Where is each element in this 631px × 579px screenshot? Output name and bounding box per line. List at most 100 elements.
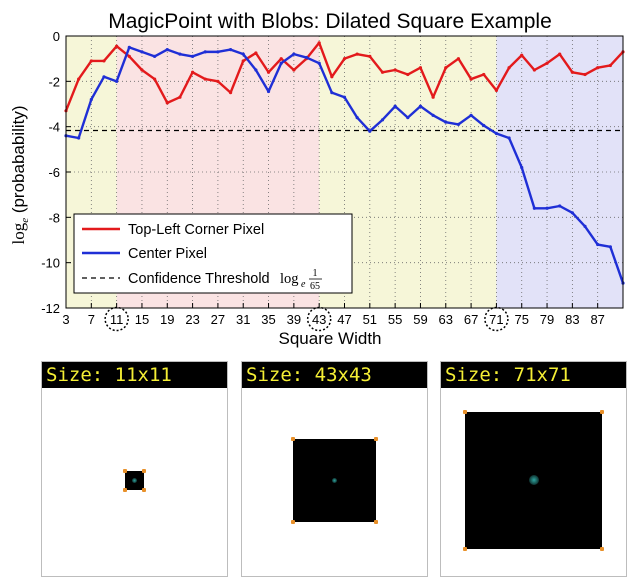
- x-tick-label-16: 67: [464, 312, 478, 327]
- series-1-point-39: [558, 204, 562, 208]
- series-1-point-2: [89, 97, 93, 102]
- y-tick-label-3: -6: [48, 165, 60, 180]
- series-1-point-27: [406, 116, 410, 120]
- legend-label-corner: Top-Left Corner Pixel: [128, 222, 264, 238]
- series-0-point-37: [532, 68, 536, 72]
- legend-label-threshold: Confidence Threshold: [128, 271, 270, 287]
- corner-keypoint: [142, 468, 146, 473]
- series-1-point-4: [115, 79, 119, 83]
- series-0-point-38: [545, 61, 549, 65]
- center-response: [528, 475, 539, 485]
- example-panel-medium: Size: 43x43: [241, 361, 428, 577]
- series-0-point-28: [418, 66, 423, 70]
- panel-canvas: [441, 388, 626, 576]
- x-ticks: 3 7 11 15 19 23 27 31 35 39 43 47 51 55 59 63 67 71 75 79 83…: [62, 303, 605, 332]
- series-1-point-32: [469, 113, 473, 117]
- x-tick-label-2: 11: [110, 312, 124, 327]
- x-tick-highlight-circle-43: [306, 306, 332, 332]
- y-axis-label: loge (probabability): [9, 105, 31, 244]
- series-1-point-21: [330, 91, 334, 95]
- series-0-point-40: [570, 70, 574, 74]
- legend-box: [73, 213, 353, 294]
- center-response: [332, 477, 337, 483]
- series-0-point-15: [254, 51, 258, 55]
- legend-threshold-num: 1: [313, 268, 318, 279]
- x-tick-label-6: 27: [211, 312, 225, 327]
- chart-title: MagicPoint with Blobs: Dilated Square Ex…: [108, 10, 552, 33]
- series-1-point-15: [254, 68, 258, 72]
- x-tick-label-17: 71: [489, 312, 503, 327]
- series-0-point-36: [520, 53, 524, 57]
- y-tick-label-0: 0: [53, 29, 60, 44]
- series-0-point-4: [115, 44, 119, 48]
- series-1-point-36: [520, 165, 524, 170]
- series-1-point-13: [228, 48, 233, 52]
- x-tick-label-11: 47: [337, 312, 351, 327]
- series-1-point-25: [380, 118, 385, 122]
- series-0-point-3: [102, 59, 106, 63]
- series-1-point-5: [127, 45, 131, 49]
- series-0-point-16: [266, 70, 271, 74]
- series-0-point-41: [583, 72, 587, 77]
- series-0-point-9: [178, 95, 182, 99]
- series-1-point-12: [216, 50, 220, 54]
- series-1-point-24: [368, 129, 372, 133]
- series-1-point-34: [494, 131, 499, 136]
- x-tick-label-18: 75: [514, 312, 528, 327]
- legend-threshold-den: 65: [310, 281, 320, 292]
- series-1-point-38: [545, 206, 549, 210]
- corner-keypoint: [291, 519, 295, 524]
- series-1-point-11: [203, 50, 207, 54]
- series-0-point-6: [140, 68, 144, 72]
- y-tick-label-2: -4: [48, 120, 60, 135]
- series-0-point-43: [608, 63, 612, 68]
- x-tick-label-4: 19: [160, 312, 174, 327]
- series-0-point-39: [558, 52, 562, 56]
- series-1-point-41: [583, 224, 587, 228]
- series-1-point-18: [292, 52, 296, 56]
- series-1-point-7: [153, 54, 157, 59]
- x-tick-label-0: 3: [62, 312, 69, 327]
- series-0-point-25: [380, 70, 385, 74]
- legend: Top-Left Corner Pixel Center Pixel Confi…: [73, 213, 353, 294]
- series-1-point-33: [482, 123, 486, 128]
- series-1-point-29: [431, 113, 435, 117]
- series-0-point-18: [292, 68, 296, 72]
- series-1-point-10: [190, 54, 195, 59]
- panel-size-label: Size: 71x71: [441, 362, 626, 388]
- x-tick-label-21: 87: [590, 312, 604, 327]
- x-tick-label-19: 79: [540, 312, 554, 327]
- series-1-point-9: [178, 52, 182, 56]
- panel-canvas: [242, 388, 427, 576]
- x-tick-label-14: 59: [413, 312, 427, 327]
- series-0-point-23: [355, 52, 359, 56]
- series-1-point-35: [507, 136, 511, 140]
- series-1-point-19: [304, 55, 309, 60]
- series-1-point-22: [342, 95, 347, 99]
- series-1-point-28: [418, 104, 423, 108]
- series-1-point-43: [608, 245, 612, 249]
- series-0-point-7: [153, 77, 157, 81]
- series-0-point-20: [317, 41, 321, 45]
- series-0-point-32: [469, 77, 473, 81]
- corner-keypoint: [600, 546, 604, 551]
- series-0-point-1: [77, 77, 81, 81]
- panel-canvas: [42, 388, 227, 576]
- series-1-point-6: [140, 50, 144, 54]
- series-1-point-3: [102, 75, 106, 79]
- series-0-point-14: [241, 59, 245, 63]
- legend-threshold-base: e: [301, 279, 306, 290]
- series-0-point-24: [368, 54, 372, 59]
- series-0-point-21: [330, 75, 334, 79]
- series-0-point-2: [89, 59, 93, 63]
- series-1-point-8: [165, 48, 169, 52]
- corner-keypoint: [291, 436, 295, 441]
- legend-label-center: Center Pixel: [128, 246, 207, 262]
- series-0-point-35: [507, 66, 511, 70]
- series-1-point-1: [77, 136, 81, 140]
- y-tick-label-4: -8: [48, 210, 60, 225]
- series-1-point-20: [317, 61, 321, 65]
- x-tick-label-1: 7: [88, 312, 95, 327]
- x-tick-label-9: 39: [287, 312, 301, 327]
- series-1-point-30: [444, 120, 448, 124]
